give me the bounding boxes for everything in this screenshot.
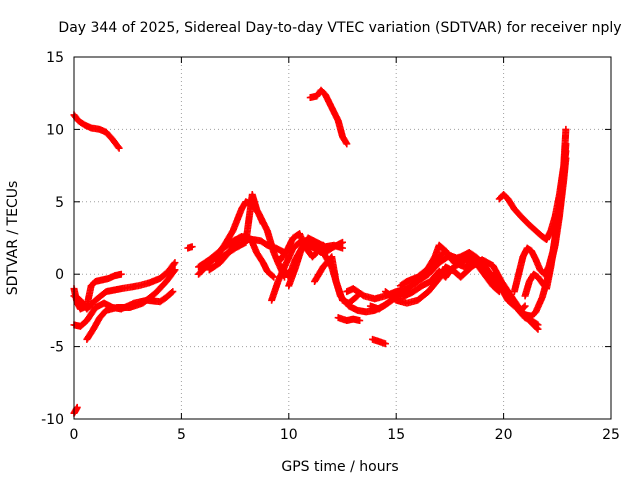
data-point	[188, 243, 196, 251]
data-point	[562, 140, 570, 148]
x-tick-label: 20	[495, 427, 513, 443]
series-trace-15	[278, 238, 346, 281]
series-trace-11	[212, 191, 267, 264]
data-point	[495, 288, 503, 296]
x-tick-label: 25	[602, 427, 620, 443]
data-point	[170, 267, 178, 275]
data-point	[534, 325, 542, 333]
y-tick-label: -10	[41, 412, 64, 428]
data-point	[259, 220, 267, 228]
data-point	[356, 317, 364, 325]
x-tick-label: 0	[70, 427, 79, 443]
x-tick-labels: 0 5 10 15 20 25	[70, 427, 620, 443]
series-trace-24	[306, 86, 351, 148]
series-trace-5	[70, 259, 179, 313]
x-tick-label: 15	[387, 427, 405, 443]
y-tick-label: 10	[46, 122, 64, 138]
data-point	[73, 403, 81, 411]
data-point	[270, 273, 278, 281]
plot-frame	[73, 56, 612, 420]
y-tick-label: 15	[46, 50, 64, 66]
y-tick-label: -5	[50, 340, 64, 356]
series-trace-4	[70, 270, 125, 313]
series-trace-6	[83, 266, 179, 343]
x-tick-label: 10	[280, 427, 298, 443]
chart-title: Day 344 of 2025, Sidereal Day-to-day VTE…	[58, 20, 621, 36]
data-point	[521, 302, 529, 310]
data-point	[171, 259, 179, 267]
data-point	[269, 272, 277, 280]
series-trace-7	[184, 243, 196, 252]
y-axis-label: SDTVAR / TECUs	[5, 181, 21, 296]
y-tick-label: 0	[55, 267, 64, 283]
data-point	[343, 140, 351, 148]
series-trace-22	[334, 314, 364, 325]
data-point	[562, 125, 570, 133]
data-point	[494, 287, 502, 295]
data-point	[533, 324, 541, 332]
series-trace-21	[396, 247, 503, 296]
data-point	[114, 143, 122, 151]
x-axis-label: GPS time / hours	[281, 459, 398, 475]
data-point	[117, 270, 125, 278]
y-tick-labels: -10 -5 0 5 10 15	[41, 50, 64, 428]
series-trace-23	[369, 335, 389, 348]
data-point	[170, 260, 178, 268]
data-point	[339, 238, 346, 246]
data-point	[381, 340, 389, 348]
data-point	[115, 144, 123, 152]
data-point	[562, 154, 570, 162]
y-tick-label: 5	[55, 195, 64, 211]
data-point	[168, 289, 176, 297]
data-point	[171, 266, 179, 274]
x-tick-label: 5	[177, 427, 186, 443]
series-trace-28	[508, 154, 570, 320]
data-point	[169, 288, 177, 296]
